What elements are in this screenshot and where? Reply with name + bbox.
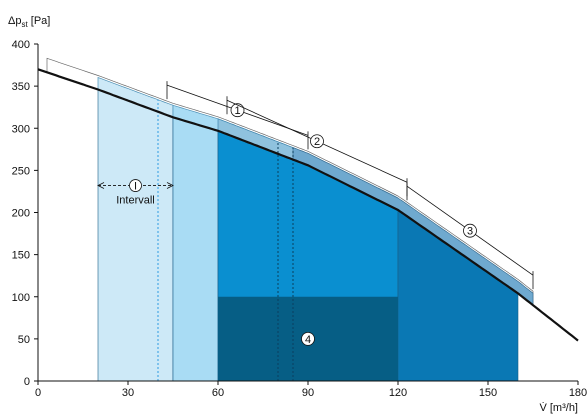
regions [97,89,519,382]
main-curve [37,68,579,342]
y-tick-label: 300 [12,123,30,135]
marker-3-number: 3 [467,226,473,238]
axes: 0 30 60 90 120 150 180 0 50 100 150 200 250 300 350 400 [12,39,587,399]
marker-4-circle [301,331,315,346]
x-tick-label: 90 [302,387,314,399]
y-tick-label: 400 [12,39,30,51]
x-tick-label: 60 [212,387,224,399]
marker-2-number: 2 [314,136,320,148]
region-1 [172,116,219,382]
marker-4-number: 4 [305,334,311,346]
y-tick-label: 50 [18,334,30,346]
interval-arrow-left [97,182,105,189]
x-tick-label: 120 [389,387,407,399]
interval-symbol: I [134,181,137,193]
region-0 [97,89,174,382]
marker-1-circle [230,103,245,118]
x-tick-label: 180 [569,387,587,399]
x-tick-label: 150 [479,387,497,399]
x-tick-label: 0 [35,387,41,399]
marker-3-circle [463,223,477,238]
dotted-lines [157,99,294,381]
interval-label: Intervall [116,195,155,207]
region-3 [397,209,519,382]
marker-1-number: 1 [234,105,240,117]
y-tick-label: 100 [12,292,30,304]
interval-circle [129,179,142,192]
annotations: 1 2 3 4 I Intervall [97,81,534,346]
y-tick-label: 150 [12,250,30,262]
x-tick-label: 30 [122,387,134,399]
y-tick-label: 200 [12,208,30,220]
marker-2-circle [310,134,324,149]
y-tick-label: 0 [24,376,30,388]
y-axis-label: Δpst [Pa] [8,15,50,29]
curve-layer [37,68,579,342]
interval-arrow-right [166,182,174,189]
y-tick-label: 250 [12,165,30,177]
x-axis-label: V̇ [m³/h] [539,401,578,414]
y-tick-label: 350 [12,81,30,93]
